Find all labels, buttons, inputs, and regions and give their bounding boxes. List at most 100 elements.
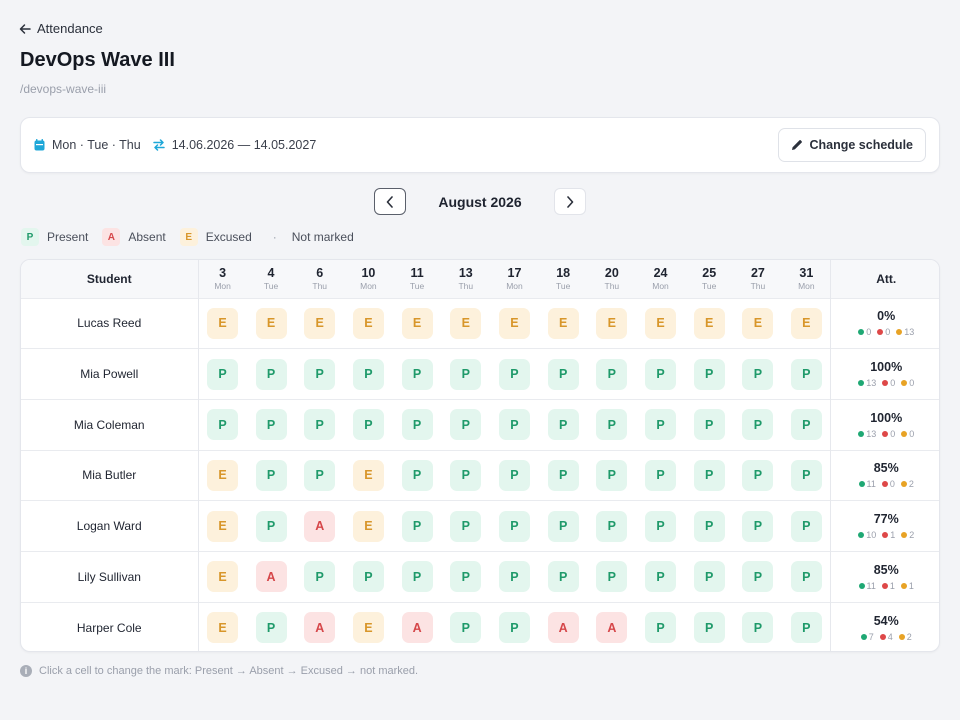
attendance-percent: 54% <box>873 613 899 628</box>
attendance-mark[interactable]: A <box>596 612 628 644</box>
attendance-mark[interactable]: P <box>596 409 628 441</box>
attendance-mark[interactable]: P <box>596 358 628 390</box>
attendance-mark[interactable]: P <box>693 510 725 542</box>
attendance-mark[interactable]: E <box>207 561 239 593</box>
attendance-mark[interactable]: E <box>255 307 287 339</box>
attendance-mark[interactable]: E <box>352 459 384 491</box>
attendance-mark[interactable]: A <box>304 612 336 644</box>
attendance-mark[interactable]: P <box>742 409 774 441</box>
attendance-mark[interactable]: E <box>352 612 384 644</box>
attendance-mark[interactable]: P <box>790 561 822 593</box>
attendance-mark[interactable]: P <box>498 409 530 441</box>
attendance-mark[interactable]: P <box>255 358 287 390</box>
attendance-mark[interactable]: E <box>304 307 336 339</box>
attendance-mark[interactable]: P <box>304 409 336 441</box>
attendance-mark[interactable]: P <box>742 358 774 390</box>
back-link[interactable]: Attendance <box>19 21 103 36</box>
attendance-mark[interactable]: P <box>450 612 482 644</box>
attendance-mark[interactable]: P <box>304 561 336 593</box>
attendance-mark[interactable]: E <box>207 612 239 644</box>
attendance-mark[interactable]: A <box>401 612 433 644</box>
attendance-mark[interactable]: P <box>352 409 384 441</box>
attendance-mark[interactable]: P <box>596 459 628 491</box>
attendance-mark[interactable]: P <box>498 561 530 593</box>
attendance-mark[interactable]: P <box>645 612 677 644</box>
attendance-mark[interactable]: P <box>645 409 677 441</box>
attendance-mark[interactable]: P <box>645 459 677 491</box>
attendance-mark[interactable]: P <box>401 409 433 441</box>
attendance-mark[interactable]: P <box>547 409 579 441</box>
table-body: Lucas Reed E E E E E E E E E E E E E 0% 0 0 13 Mia Powell P… <box>21 298 939 651</box>
attendance-mark[interactable]: P <box>790 459 822 491</box>
attendance-mark[interactable]: P <box>207 409 239 441</box>
student-name: Lucas Reed <box>21 298 199 349</box>
attendance-mark[interactable]: P <box>401 561 433 593</box>
attendance-mark[interactable]: P <box>547 510 579 542</box>
attendance-mark[interactable]: P <box>255 459 287 491</box>
attendance-mark[interactable]: P <box>401 358 433 390</box>
attendance-mark[interactable]: P <box>693 409 725 441</box>
attendance-mark[interactable]: P <box>304 358 336 390</box>
attendance-mark[interactable]: E <box>450 307 482 339</box>
attendance-mark[interactable]: P <box>450 459 482 491</box>
attendance-mark[interactable]: P <box>547 358 579 390</box>
attendance-mark[interactable]: E <box>693 307 725 339</box>
attendance-mark[interactable]: P <box>742 459 774 491</box>
excused-dot-icon <box>896 329 903 336</box>
attendance-mark[interactable]: P <box>645 561 677 593</box>
attendance-mark[interactable]: P <box>790 358 822 390</box>
attendance-mark[interactable]: A <box>304 510 336 542</box>
student-name: Lily Sullivan <box>21 551 199 603</box>
attendance-mark[interactable]: P <box>401 510 433 542</box>
next-month-button[interactable] <box>554 188 586 215</box>
attendance-mark[interactable]: E <box>742 307 774 339</box>
attendance-mark[interactable]: P <box>450 409 482 441</box>
attendance-mark[interactable]: P <box>207 358 239 390</box>
attendance-mark[interactable]: E <box>207 307 239 339</box>
attendance-mark[interactable]: E <box>401 307 433 339</box>
attendance-mark[interactable]: P <box>498 510 530 542</box>
attendance-mark[interactable]: P <box>450 358 482 390</box>
attendance-mark[interactable]: P <box>498 459 530 491</box>
attendance-mark[interactable]: P <box>790 510 822 542</box>
attendance-mark[interactable]: E <box>207 510 239 542</box>
attendance-mark[interactable]: P <box>693 612 725 644</box>
attendance-mark[interactable]: P <box>498 358 530 390</box>
attendance-mark[interactable]: P <box>790 612 822 644</box>
attendance-mark[interactable]: P <box>645 510 677 542</box>
attendance-mark[interactable]: P <box>255 510 287 542</box>
attendance-mark[interactable]: P <box>596 561 628 593</box>
attendance-mark[interactable]: P <box>352 561 384 593</box>
attendance-mark[interactable]: E <box>498 307 530 339</box>
attendance-mark[interactable]: P <box>498 612 530 644</box>
attendance-mark[interactable]: P <box>450 510 482 542</box>
attendance-mark[interactable]: P <box>693 561 725 593</box>
attendance-mark[interactable]: P <box>352 358 384 390</box>
attendance-mark[interactable]: P <box>742 612 774 644</box>
attendance-mark[interactable]: P <box>401 459 433 491</box>
attendance-mark[interactable]: P <box>304 459 336 491</box>
attendance-mark[interactable]: P <box>693 358 725 390</box>
previous-month-button[interactable] <box>374 188 406 215</box>
attendance-mark[interactable]: P <box>547 459 579 491</box>
attendance-mark[interactable]: P <box>790 409 822 441</box>
attendance-mark[interactable]: E <box>207 459 239 491</box>
attendance-mark[interactable]: P <box>255 409 287 441</box>
attendance-mark[interactable]: P <box>547 561 579 593</box>
attendance-mark[interactable]: E <box>547 307 579 339</box>
attendance-mark[interactable]: P <box>693 459 725 491</box>
attendance-mark[interactable]: E <box>790 307 822 339</box>
attendance-mark[interactable]: E <box>352 510 384 542</box>
attendance-mark[interactable]: A <box>255 561 287 593</box>
attendance-mark[interactable]: E <box>352 307 384 339</box>
change-schedule-button[interactable]: Change schedule <box>777 128 926 162</box>
attendance-mark[interactable]: P <box>596 510 628 542</box>
attendance-mark[interactable]: P <box>645 358 677 390</box>
attendance-mark[interactable]: P <box>742 561 774 593</box>
attendance-mark[interactable]: E <box>596 307 628 339</box>
attendance-mark[interactable]: E <box>645 307 677 339</box>
attendance-mark[interactable]: P <box>450 561 482 593</box>
attendance-mark[interactable]: P <box>742 510 774 542</box>
attendance-mark[interactable]: A <box>547 612 579 644</box>
attendance-mark[interactable]: P <box>255 612 287 644</box>
